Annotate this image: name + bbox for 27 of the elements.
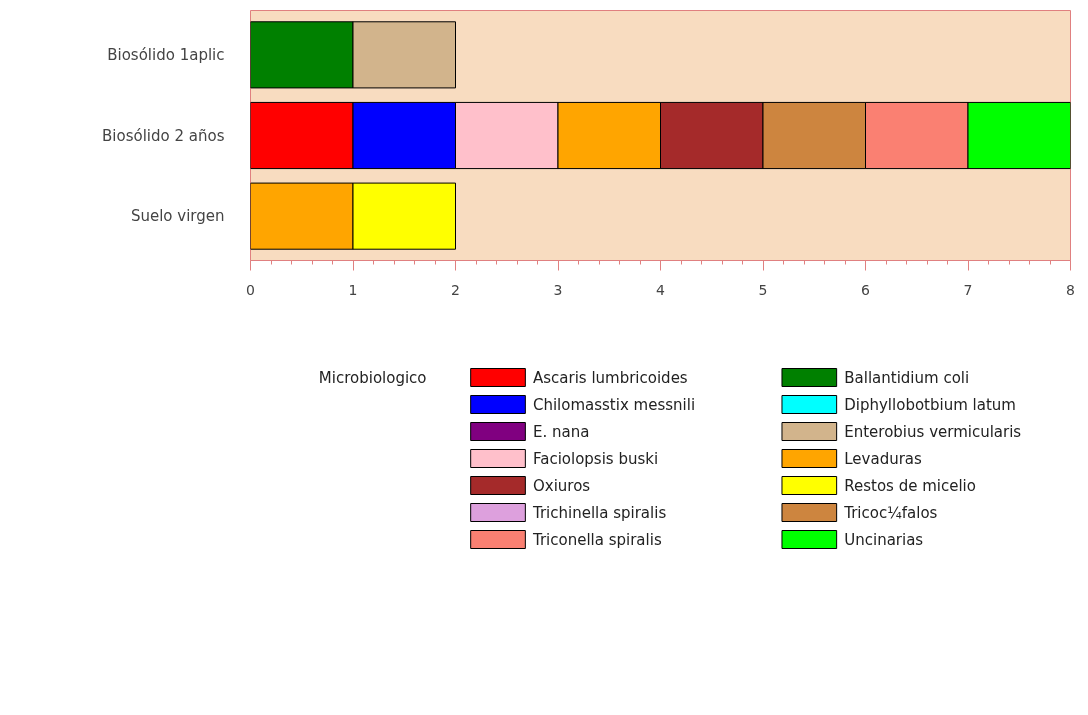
- legend-label: Tricoc¼falos: [843, 503, 938, 522]
- legend-label: E. nana: [532, 422, 590, 441]
- legend-title: Microbiologico: [318, 368, 427, 387]
- legend-label: Enterobius vermicularis: [844, 422, 1022, 441]
- x-tick-label: 4: [656, 281, 666, 298]
- x-tick-label: 7: [963, 281, 973, 298]
- legend-label: Triconella spiralis: [531, 530, 662, 549]
- x-tick-label: 5: [758, 281, 768, 298]
- legend-label: Chilomasstix messnili: [532, 395, 696, 414]
- legend-label: Trichinella spiralis: [531, 503, 667, 522]
- y-tick-label: Biosólido 1aplic: [107, 45, 225, 64]
- legend-label: Uncinarias: [844, 530, 924, 549]
- legend-label: Diphyllobotbium latum: [844, 395, 1016, 414]
- y-tick-label: Biosólido 2 años: [102, 126, 225, 145]
- y-tick-label: Suelo virgen: [130, 207, 225, 226]
- legend-label: Oxiuros: [532, 476, 591, 495]
- x-tick-label: 1: [348, 281, 358, 298]
- legend-label: Ballantidium coli: [844, 368, 970, 387]
- x-tick-label: 8: [1066, 281, 1075, 298]
- x-tick-label: 0: [246, 281, 255, 298]
- legend-label: Ascaris lumbricoides: [532, 368, 688, 387]
- x-tick-label: 2: [451, 281, 460, 298]
- x-tick-label: 3: [553, 281, 563, 298]
- legend-label: Restos de micelio: [844, 476, 976, 495]
- legend-label: Faciolopsis buski: [532, 449, 659, 468]
- x-tick-label: 6: [861, 281, 871, 298]
- legend-label: Levaduras: [844, 449, 923, 468]
